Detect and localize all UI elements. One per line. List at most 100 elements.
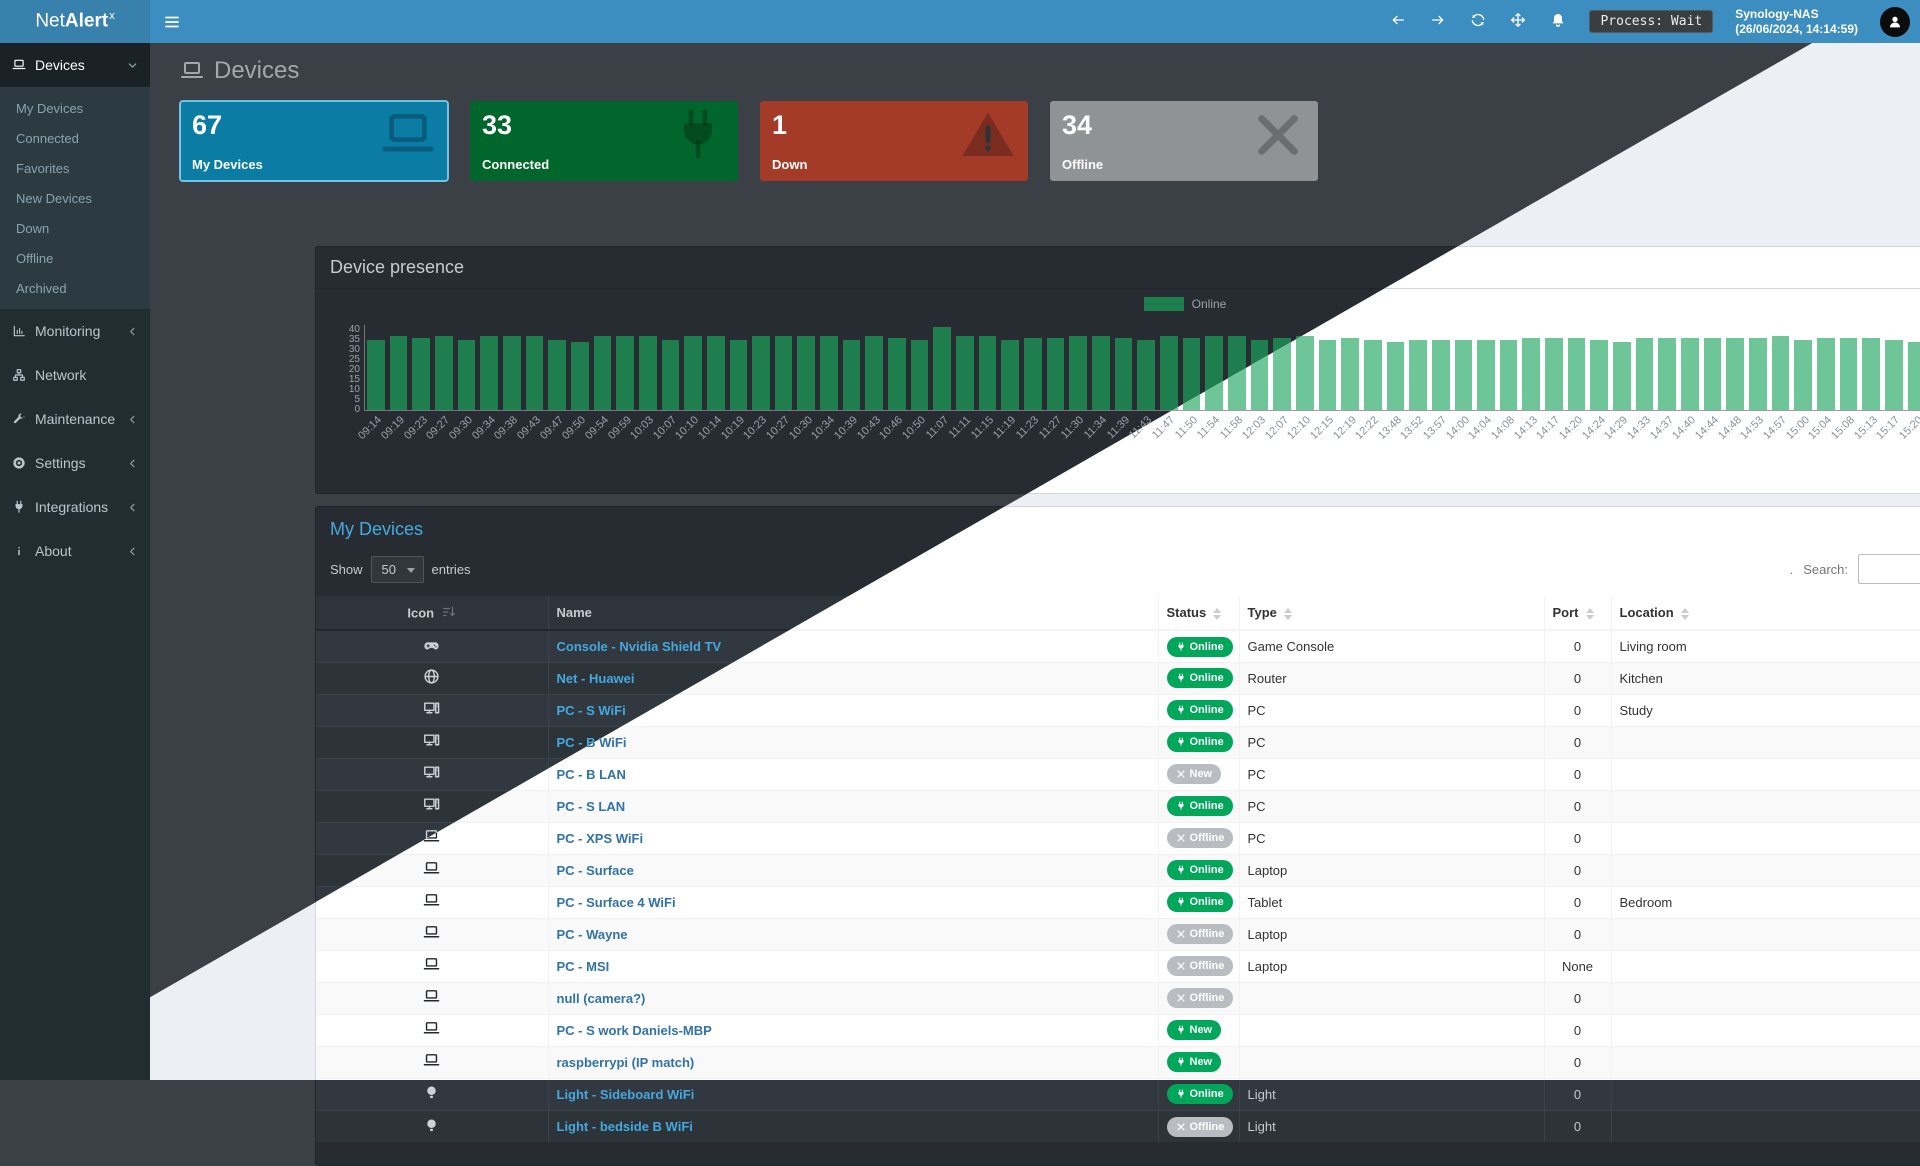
x-tick-label: 09:34 (470, 414, 498, 442)
table-row: PC - Surface Online Laptop 0 (316, 854, 1920, 886)
sidebar-item[interactable]: About (0, 529, 150, 573)
page-size-select[interactable]: 50 (371, 556, 424, 583)
bar-group: 11:19 (1001, 325, 1019, 410)
x-icon (1176, 961, 1186, 971)
chevron-left-icon (127, 326, 138, 337)
device-name-link[interactable]: PC - MSI (557, 959, 610, 974)
x-tick-label: 14:04 (1467, 414, 1495, 442)
sidebar-item-devices[interactable]: Devices (0, 43, 150, 87)
x-icon (1176, 929, 1186, 939)
device-type: Tablet (1239, 886, 1544, 918)
user-icon (1887, 14, 1903, 30)
sidebar-item[interactable]: Monitoring (0, 309, 150, 353)
device-name-link[interactable]: PC - S WiFi (557, 703, 626, 718)
user-avatar[interactable] (1880, 7, 1910, 37)
device-location (1611, 1046, 1920, 1078)
column-header-icon[interactable]: Icon (316, 596, 548, 630)
card-label: My Devices (192, 157, 263, 172)
notifications-button[interactable] (1549, 12, 1567, 31)
sidebar-toggle-button[interactable] (150, 0, 194, 43)
search-dot: . (1790, 562, 1794, 577)
x-tick-label: 10:27 (764, 414, 792, 442)
nav-forward-button[interactable] (1429, 12, 1447, 31)
device-location: Bedroom (1611, 886, 1920, 918)
bar-group: 11:30 (1069, 325, 1087, 410)
sort-icon (1681, 608, 1689, 620)
x-tick-label: 11:34 (1082, 414, 1109, 441)
plug-icon (12, 500, 26, 514)
device-name-link[interactable]: PC - B LAN (557, 767, 626, 782)
sidebar-subitem-label: Connected (16, 131, 79, 146)
summary-card[interactable]: 1 Down (760, 101, 1028, 181)
device-type: PC (1239, 726, 1544, 758)
sidebar-subitem[interactable]: My Devices (0, 93, 150, 123)
column-header-type[interactable]: Type (1239, 596, 1544, 630)
device-name-link[interactable]: Light - bedside B WiFi (557, 1119, 693, 1134)
table-row: PC - Wayne Offline Laptop 0 (316, 918, 1920, 950)
online-bar (662, 340, 680, 410)
sidebar-subitem[interactable]: Offline (0, 243, 150, 273)
sidebar-subitem[interactable]: New Devices (0, 183, 150, 213)
bar-group: 10:03 (639, 325, 657, 410)
device-name-link[interactable]: PC - XPS WiFi (557, 831, 644, 846)
sidebar-subitem-label: New Devices (16, 191, 92, 206)
nav-back-button[interactable] (1389, 12, 1407, 31)
status-badge: Online (1167, 700, 1233, 720)
brand-logo[interactable]: NetAlertx (0, 0, 150, 43)
sidebar-item[interactable]: Maintenance (0, 397, 150, 441)
status-label: Online (1190, 672, 1224, 684)
device-name-link[interactable]: PC - Surface (557, 863, 634, 878)
devices-submenu: My Devices Connected Favorites New Devic… (0, 87, 150, 309)
sidebar-item[interactable]: Network (0, 353, 150, 397)
sidebar-item[interactable]: Integrations (0, 485, 150, 529)
bar-group: 14:29 (1613, 325, 1631, 410)
sidebar-subitem[interactable]: Connected (0, 123, 150, 153)
bar-group: 11:43 (1137, 325, 1155, 410)
column-header-port[interactable]: Port (1544, 596, 1611, 630)
sort-icon (1586, 608, 1594, 620)
device-name-link[interactable]: raspberrypi (IP match) (557, 1055, 695, 1070)
summary-card[interactable]: 67 My Devices (180, 101, 448, 181)
laptop-icon (380, 107, 436, 163)
plug-icon (1176, 1089, 1186, 1099)
x-tick-label: 12:19 (1331, 414, 1359, 442)
device-name-link[interactable]: PC - S LAN (557, 799, 626, 814)
sidebar-item[interactable]: Settings (0, 441, 150, 485)
online-bar (571, 342, 589, 410)
x-icon (1176, 833, 1186, 843)
online-bar (1840, 338, 1858, 410)
bar-group: 10:10 (684, 325, 702, 410)
status-label: New (1190, 768, 1213, 780)
summary-card[interactable]: 33 Connected (470, 101, 738, 181)
bar-group: 14:00 (1455, 325, 1473, 410)
device-name-link[interactable]: PC - S work Daniels-MBP (557, 1023, 712, 1038)
sidebar-subitem[interactable]: Archived (0, 273, 150, 303)
device-port: 0 (1544, 982, 1611, 1014)
sidebar-subitem[interactable]: Down (0, 213, 150, 243)
device-name-link[interactable]: PC - Wayne (557, 927, 628, 942)
bar-group: 10:34 (820, 325, 838, 410)
device-name-link[interactable]: null (camera?) (557, 991, 646, 1006)
computer-icon (423, 764, 440, 781)
search-input[interactable] (1858, 554, 1920, 584)
column-header-status[interactable]: Status (1158, 596, 1239, 630)
sidebar-subitem[interactable]: Favorites (0, 153, 150, 183)
device-name-link[interactable]: Net - Huawei (557, 671, 635, 686)
summary-card[interactable]: 34 Offline (1050, 101, 1318, 181)
device-name-link[interactable]: PC - Surface 4 WiFi (557, 895, 676, 910)
x-tick-label: 14:29 (1602, 414, 1630, 442)
bar-group: 09:34 (480, 325, 498, 410)
laptop-icon (423, 892, 440, 909)
bar-group: 15:20 (1908, 325, 1920, 410)
device-type: PC (1239, 694, 1544, 726)
table-row: PC - MSI Offline Laptop None (316, 950, 1920, 982)
status-badge: Online (1167, 668, 1233, 688)
x-tick-label: 09:47 (538, 414, 566, 442)
device-name-link[interactable]: Light - Sideboard WiFi (557, 1087, 695, 1102)
device-name-link[interactable]: Console - Nvidia Shield TV (557, 639, 722, 654)
bar-group: 15:17 (1885, 325, 1903, 410)
move-button[interactable] (1509, 12, 1527, 31)
column-header-location[interactable]: Location (1611, 596, 1920, 630)
refresh-button[interactable] (1469, 12, 1487, 31)
bar-group: 11:34 (1092, 325, 1110, 410)
